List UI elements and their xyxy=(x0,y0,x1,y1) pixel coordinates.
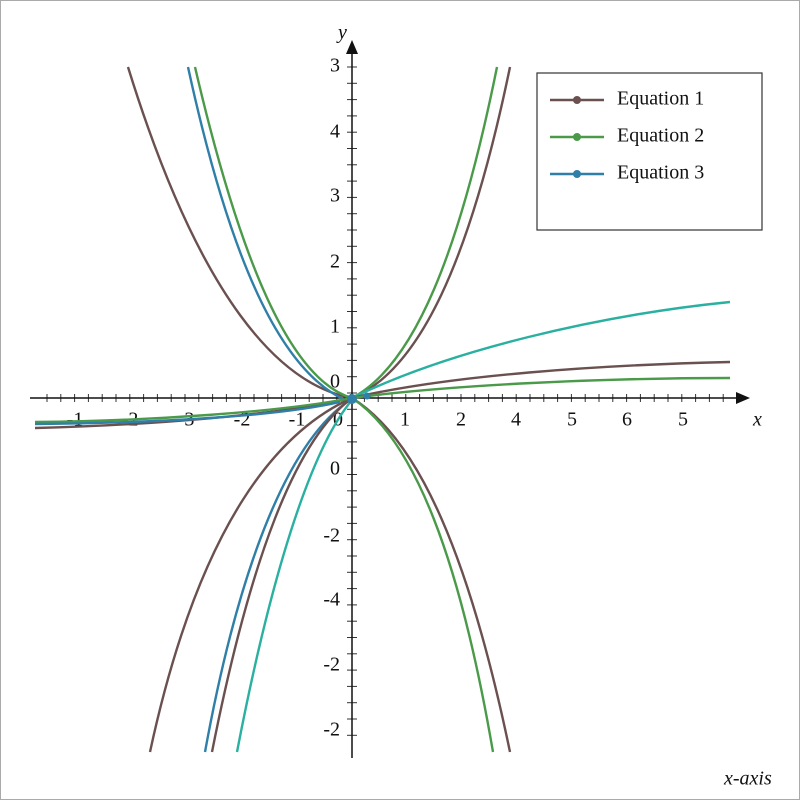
curve xyxy=(351,66,512,400)
legend-marker xyxy=(573,170,581,178)
curve xyxy=(351,66,499,400)
curve xyxy=(235,399,353,753)
point xyxy=(347,394,357,404)
x-axis-label: x xyxy=(752,409,762,431)
y-tick-label: 3 xyxy=(330,55,340,77)
x-tick-label: 6 xyxy=(622,409,632,431)
y-tick-label: -2 xyxy=(323,654,340,676)
y-tick-label: -2 xyxy=(323,719,340,741)
y-tick-label: 2 xyxy=(330,251,340,273)
curve xyxy=(193,66,353,400)
legend-label: Equation 1 xyxy=(617,88,704,110)
y-tick-label: 0 xyxy=(330,458,340,480)
curve xyxy=(351,397,495,753)
x-tick-label: 5 xyxy=(678,409,688,431)
legend-marker xyxy=(573,133,581,141)
curve xyxy=(351,360,731,400)
x-tick-label: -1 xyxy=(67,409,84,431)
curve xyxy=(351,376,731,400)
y-tick-label: -4 xyxy=(323,589,340,611)
legend-marker xyxy=(573,96,581,104)
curve xyxy=(126,66,353,400)
curve xyxy=(34,400,341,426)
x-tick-label: 4 xyxy=(511,409,521,431)
y-tick-label: 0 xyxy=(330,371,340,393)
curve xyxy=(34,396,353,424)
curve xyxy=(203,399,351,753)
x-tick-label: -1 xyxy=(289,409,306,431)
legend-label: Equation 3 xyxy=(617,162,704,184)
footer: x-axis xyxy=(723,768,772,790)
curve xyxy=(351,396,512,753)
y-tick-label: 1 xyxy=(330,316,340,338)
x-tick-label: 5 xyxy=(567,409,577,431)
y-tick-label: 4 xyxy=(330,121,340,143)
y-tick-label: -2 xyxy=(323,525,340,547)
point xyxy=(363,392,371,400)
curve xyxy=(210,397,353,753)
y-arrow xyxy=(346,40,358,54)
x-tick-label: 2 xyxy=(456,409,466,431)
legend: Equation 1 Equation 2 Equation 3 xyxy=(536,72,763,231)
curves xyxy=(34,66,731,753)
legend-label: Equation 2 xyxy=(617,125,704,147)
x-arrow xyxy=(736,392,750,404)
curve xyxy=(351,300,731,400)
y-tick-label: 3 xyxy=(330,185,340,207)
x-tick-label: 1 xyxy=(400,409,410,431)
curve xyxy=(148,396,353,753)
y-axis-label: y xyxy=(336,22,347,44)
curve xyxy=(186,66,346,402)
